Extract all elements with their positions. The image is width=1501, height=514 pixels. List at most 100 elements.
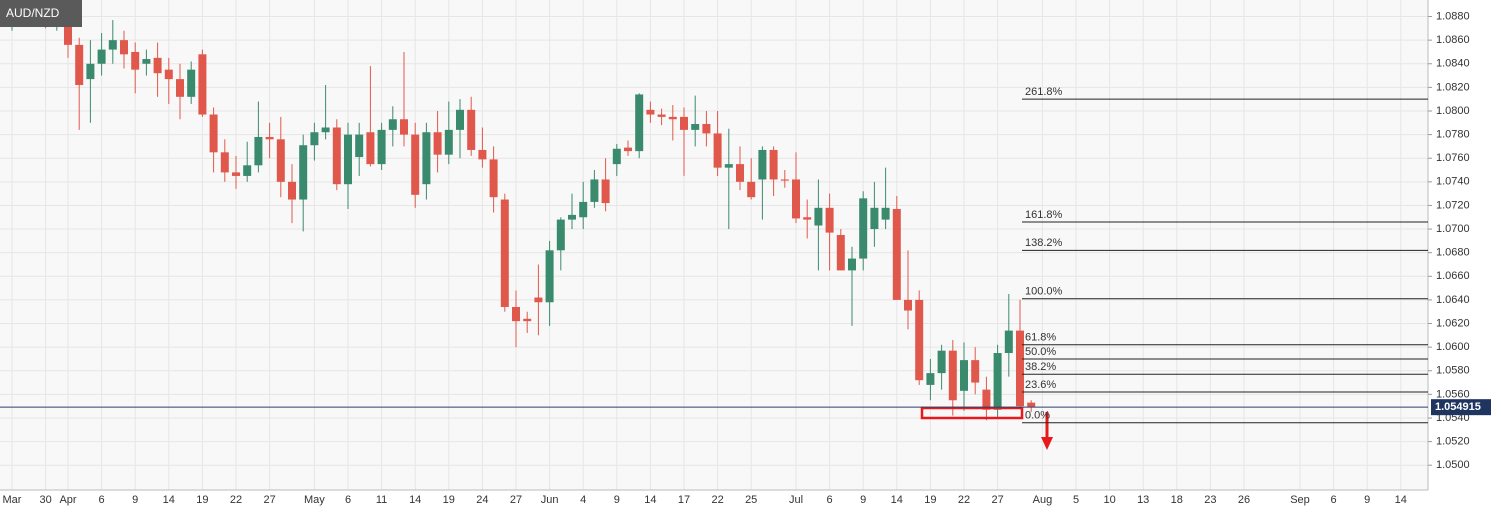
candle-body: [366, 132, 375, 165]
candle-body: [926, 373, 935, 385]
y-tick-label: 1.0760: [1436, 152, 1470, 164]
y-tick-label: 1.0580: [1436, 365, 1470, 377]
x-tick-label: 14: [891, 494, 903, 506]
candle-body: [433, 132, 442, 155]
x-tick-label: 9: [1364, 494, 1370, 506]
y-tick-label: 1.0740: [1436, 176, 1470, 188]
x-tick-label: Aug: [1033, 494, 1053, 506]
candle-body: [108, 40, 117, 50]
candle-body: [814, 207, 823, 226]
candle-body: [937, 350, 946, 374]
fib-label: 23.6%: [1025, 379, 1056, 391]
candle-body: [848, 258, 856, 271]
support-zone: [920, 406, 1024, 420]
x-tick-label: Mar: [3, 494, 22, 506]
candle-body: [422, 132, 431, 185]
candle-body: [209, 114, 218, 153]
x-tick-label: 25: [745, 494, 757, 506]
x-tick-label: Jul: [789, 494, 803, 506]
candle-body: [612, 148, 621, 165]
candle-body: [792, 179, 800, 219]
candle-body: [310, 132, 319, 146]
candle-body: [75, 44, 84, 86]
candle-body: [601, 179, 610, 204]
y-tick-label: 1.0660: [1436, 270, 1470, 282]
x-tick-label: 4: [580, 494, 586, 506]
y-tick-label: 1.0620: [1436, 317, 1470, 329]
candle-body: [187, 69, 196, 97]
candle-body: [534, 297, 543, 303]
fib-label: 38.2%: [1025, 361, 1056, 373]
y-tick-label: 1.0840: [1436, 58, 1470, 70]
x-tick-label: 6: [827, 494, 833, 506]
fib-label: 138.2%: [1025, 237, 1063, 249]
candle-body: [545, 250, 554, 303]
x-tick-label: 26: [1238, 494, 1250, 506]
y-tick-label: 1.0500: [1436, 459, 1470, 471]
y-tick-label: 1.0720: [1436, 199, 1470, 211]
candle-body: [713, 133, 722, 168]
candle-body: [915, 299, 924, 381]
x-tick-label: 13: [1137, 494, 1149, 506]
fib-label: 100.0%: [1025, 286, 1063, 298]
candle-body: [1016, 330, 1024, 407]
y-tick-label: 1.0700: [1436, 223, 1470, 235]
x-tick-label: Sep: [1290, 494, 1310, 506]
x-tick-label: 18: [1171, 494, 1183, 506]
plot-area: [0, 0, 1428, 490]
candle-body: [982, 389, 991, 410]
x-tick-label: 6: [1331, 494, 1337, 506]
candle-body: [377, 129, 386, 165]
candle-body: [478, 149, 487, 160]
candle-body: [825, 207, 834, 233]
last-price-label: 1.054915: [1435, 401, 1481, 413]
y-tick-label: 1.0880: [1436, 10, 1470, 22]
x-tick-label: 22: [958, 494, 970, 506]
candle-body: [142, 59, 151, 64]
candle-body: [489, 159, 498, 198]
x-tick-label: 19: [196, 494, 208, 506]
y-tick-label: 1.0640: [1436, 294, 1470, 306]
x-tick-label: 17: [678, 494, 690, 506]
x-tick-label: 30: [39, 494, 51, 506]
chart-title: AUD/NZD: [6, 6, 60, 20]
x-tick-label: May: [304, 494, 325, 506]
candle-body: [276, 139, 285, 182]
x-tick-label: 24: [476, 494, 488, 506]
candle-body: [176, 79, 184, 97]
x-tick-label: 23: [1204, 494, 1216, 506]
x-tick-label: 10: [1103, 494, 1115, 506]
candle-body: [344, 134, 352, 185]
fib-label: 0.0%: [1025, 410, 1050, 422]
candle-body: [568, 214, 576, 220]
x-tick-label: 27: [991, 494, 1003, 506]
candle-body: [254, 136, 263, 166]
candle-body: [892, 208, 901, 300]
candle-body: [904, 299, 912, 311]
x-tick-label: 14: [1395, 494, 1407, 506]
fib-label: 61.8%: [1025, 332, 1056, 344]
x-tick-label: 19: [443, 494, 455, 506]
candle-body: [657, 114, 666, 117]
candle-body: [86, 63, 95, 80]
candle-body: [512, 306, 520, 322]
candle-body: [198, 54, 207, 115]
x-tick-label: Jun: [541, 494, 559, 506]
candle-body: [265, 136, 274, 140]
candle-body: [881, 207, 890, 220]
x-tick-label: 6: [99, 494, 105, 506]
candle-body: [803, 217, 812, 220]
candle-body: [131, 51, 140, 70]
x-tick-label: 5: [1073, 494, 1079, 506]
candle-body: [332, 127, 341, 185]
candle-body: [220, 152, 229, 173]
candle-body: [702, 123, 711, 134]
candle-body: [780, 179, 789, 181]
candle-body: [971, 360, 980, 383]
candle-body: [691, 123, 700, 130]
candle-body: [556, 219, 565, 251]
candle-body: [355, 134, 364, 158]
x-tick-label: 14: [644, 494, 656, 506]
x-tick-label: 27: [510, 494, 522, 506]
